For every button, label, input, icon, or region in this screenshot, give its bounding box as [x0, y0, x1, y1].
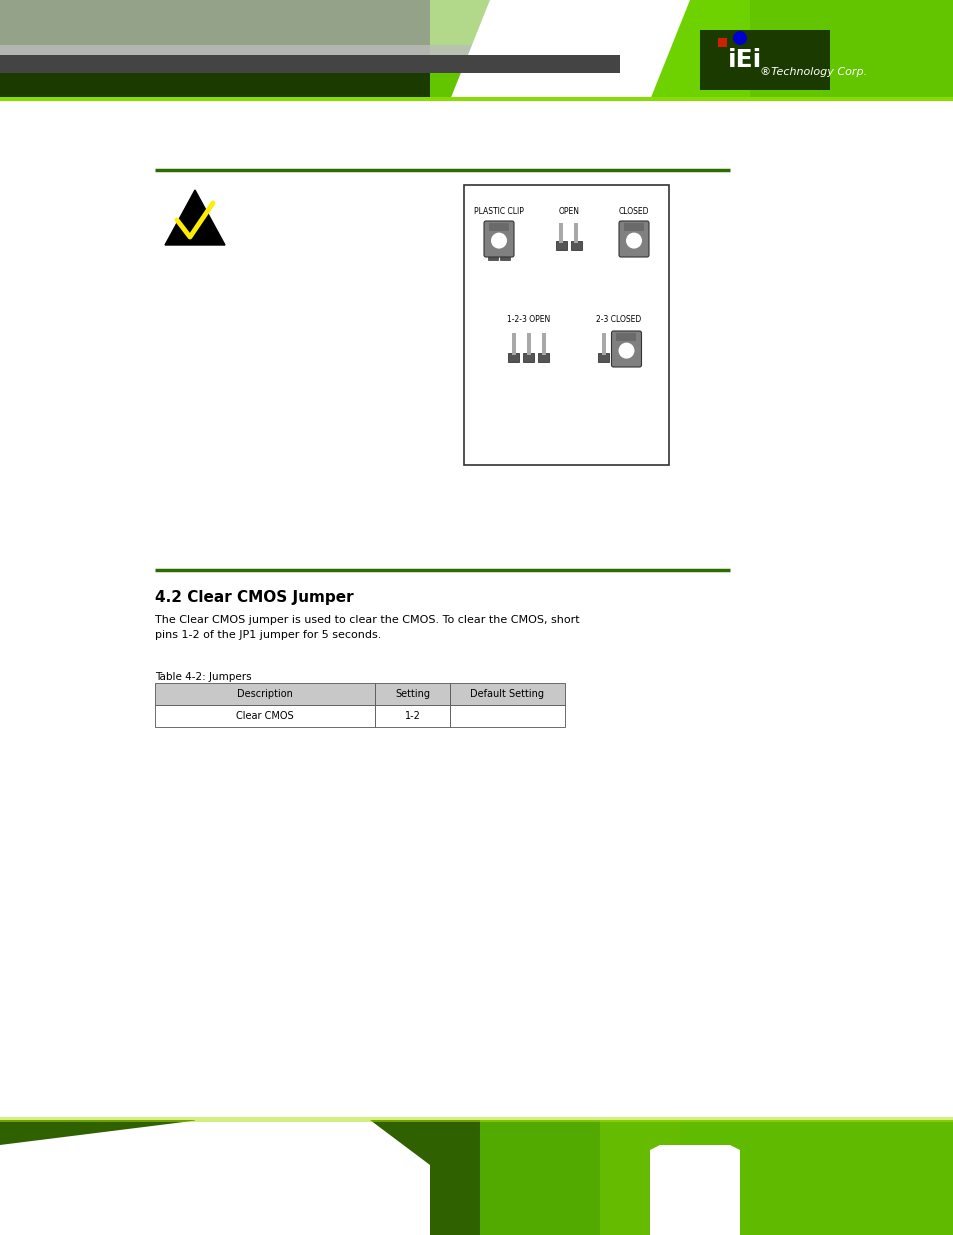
Bar	[488, 251, 497, 261]
Bar	[541, 333, 545, 354]
Bar	[537, 353, 549, 362]
Bar	[375, 705, 450, 727]
Bar	[0, 0, 953, 100]
Bar	[0, 0, 490, 56]
Bar	[0, 44, 619, 58]
Bar	[508, 353, 519, 362]
Text: 1-2: 1-2	[404, 711, 420, 721]
Text: ®Technology Corp.: ®Technology Corp.	[760, 67, 866, 77]
Bar	[375, 683, 450, 705]
Bar	[599, 1120, 953, 1235]
Bar	[617, 333, 620, 354]
Bar	[489, 224, 509, 231]
Circle shape	[491, 232, 506, 248]
Bar	[558, 224, 563, 243]
Polygon shape	[160, 1120, 390, 1235]
Bar	[479, 1120, 953, 1235]
Bar	[628, 353, 639, 362]
Bar	[512, 333, 516, 354]
Circle shape	[732, 31, 746, 44]
FancyBboxPatch shape	[483, 221, 514, 257]
Text: The Clear CMOS jumper is used to clear the CMOS. To clear the CMOS, short: The Clear CMOS jumper is used to clear t…	[154, 615, 579, 625]
Text: Setting: Setting	[395, 689, 430, 699]
Polygon shape	[165, 190, 225, 245]
FancyBboxPatch shape	[618, 221, 648, 257]
Circle shape	[625, 232, 641, 248]
Text: PLASTIC CLIP: PLASTIC CLIP	[474, 207, 523, 216]
Bar	[0, 1120, 953, 1235]
Polygon shape	[0, 1120, 430, 1235]
Bar	[450, 705, 564, 727]
FancyBboxPatch shape	[611, 331, 640, 367]
Bar	[649, 0, 749, 100]
Bar	[0, 1120, 479, 1235]
Text: pins 1-2 of the JP1 jumper for 5 seconds.: pins 1-2 of the JP1 jumper for 5 seconds…	[154, 630, 381, 640]
Bar	[639, 224, 643, 243]
Bar	[620, 241, 631, 249]
Bar	[523, 353, 534, 362]
Bar	[154, 683, 375, 705]
Bar	[636, 241, 646, 249]
Bar	[571, 241, 581, 249]
Bar	[526, 333, 531, 354]
Text: Description: Description	[236, 689, 293, 699]
Bar	[700, 30, 829, 90]
Text: Default Setting: Default Setting	[470, 689, 544, 699]
Bar	[463, 185, 668, 466]
Bar	[430, 0, 953, 100]
Bar	[623, 224, 643, 231]
Bar	[631, 333, 636, 354]
Bar	[556, 241, 566, 249]
Text: CLOSED: CLOSED	[618, 207, 649, 216]
Bar	[479, 1120, 679, 1235]
Bar	[718, 38, 726, 47]
Text: 1-2-3 OPEN: 1-2-3 OPEN	[507, 315, 550, 324]
Bar	[0, 56, 619, 73]
Circle shape	[618, 342, 634, 358]
Text: OPEN: OPEN	[558, 207, 578, 216]
Bar	[430, 0, 953, 100]
Bar	[499, 251, 510, 261]
Bar	[154, 705, 375, 727]
Text: Clear CMOS: Clear CMOS	[236, 711, 294, 721]
Bar	[450, 683, 564, 705]
Polygon shape	[649, 1145, 740, 1235]
Bar	[601, 333, 605, 354]
Bar	[624, 224, 628, 243]
Bar	[0, 98, 953, 101]
Text: 4.2 Clear CMOS Jumper: 4.2 Clear CMOS Jumper	[154, 590, 354, 605]
Polygon shape	[450, 0, 689, 100]
Text: iEi: iEi	[727, 48, 761, 72]
Bar	[550, 0, 749, 100]
Text: Table 4-2: Jumpers: Table 4-2: Jumpers	[154, 672, 252, 682]
Bar	[598, 353, 609, 362]
Bar	[613, 353, 624, 362]
Bar	[574, 224, 578, 243]
Bar	[0, 1116, 953, 1123]
Bar	[616, 333, 636, 341]
Text: 2-3 CLOSED: 2-3 CLOSED	[596, 315, 641, 324]
